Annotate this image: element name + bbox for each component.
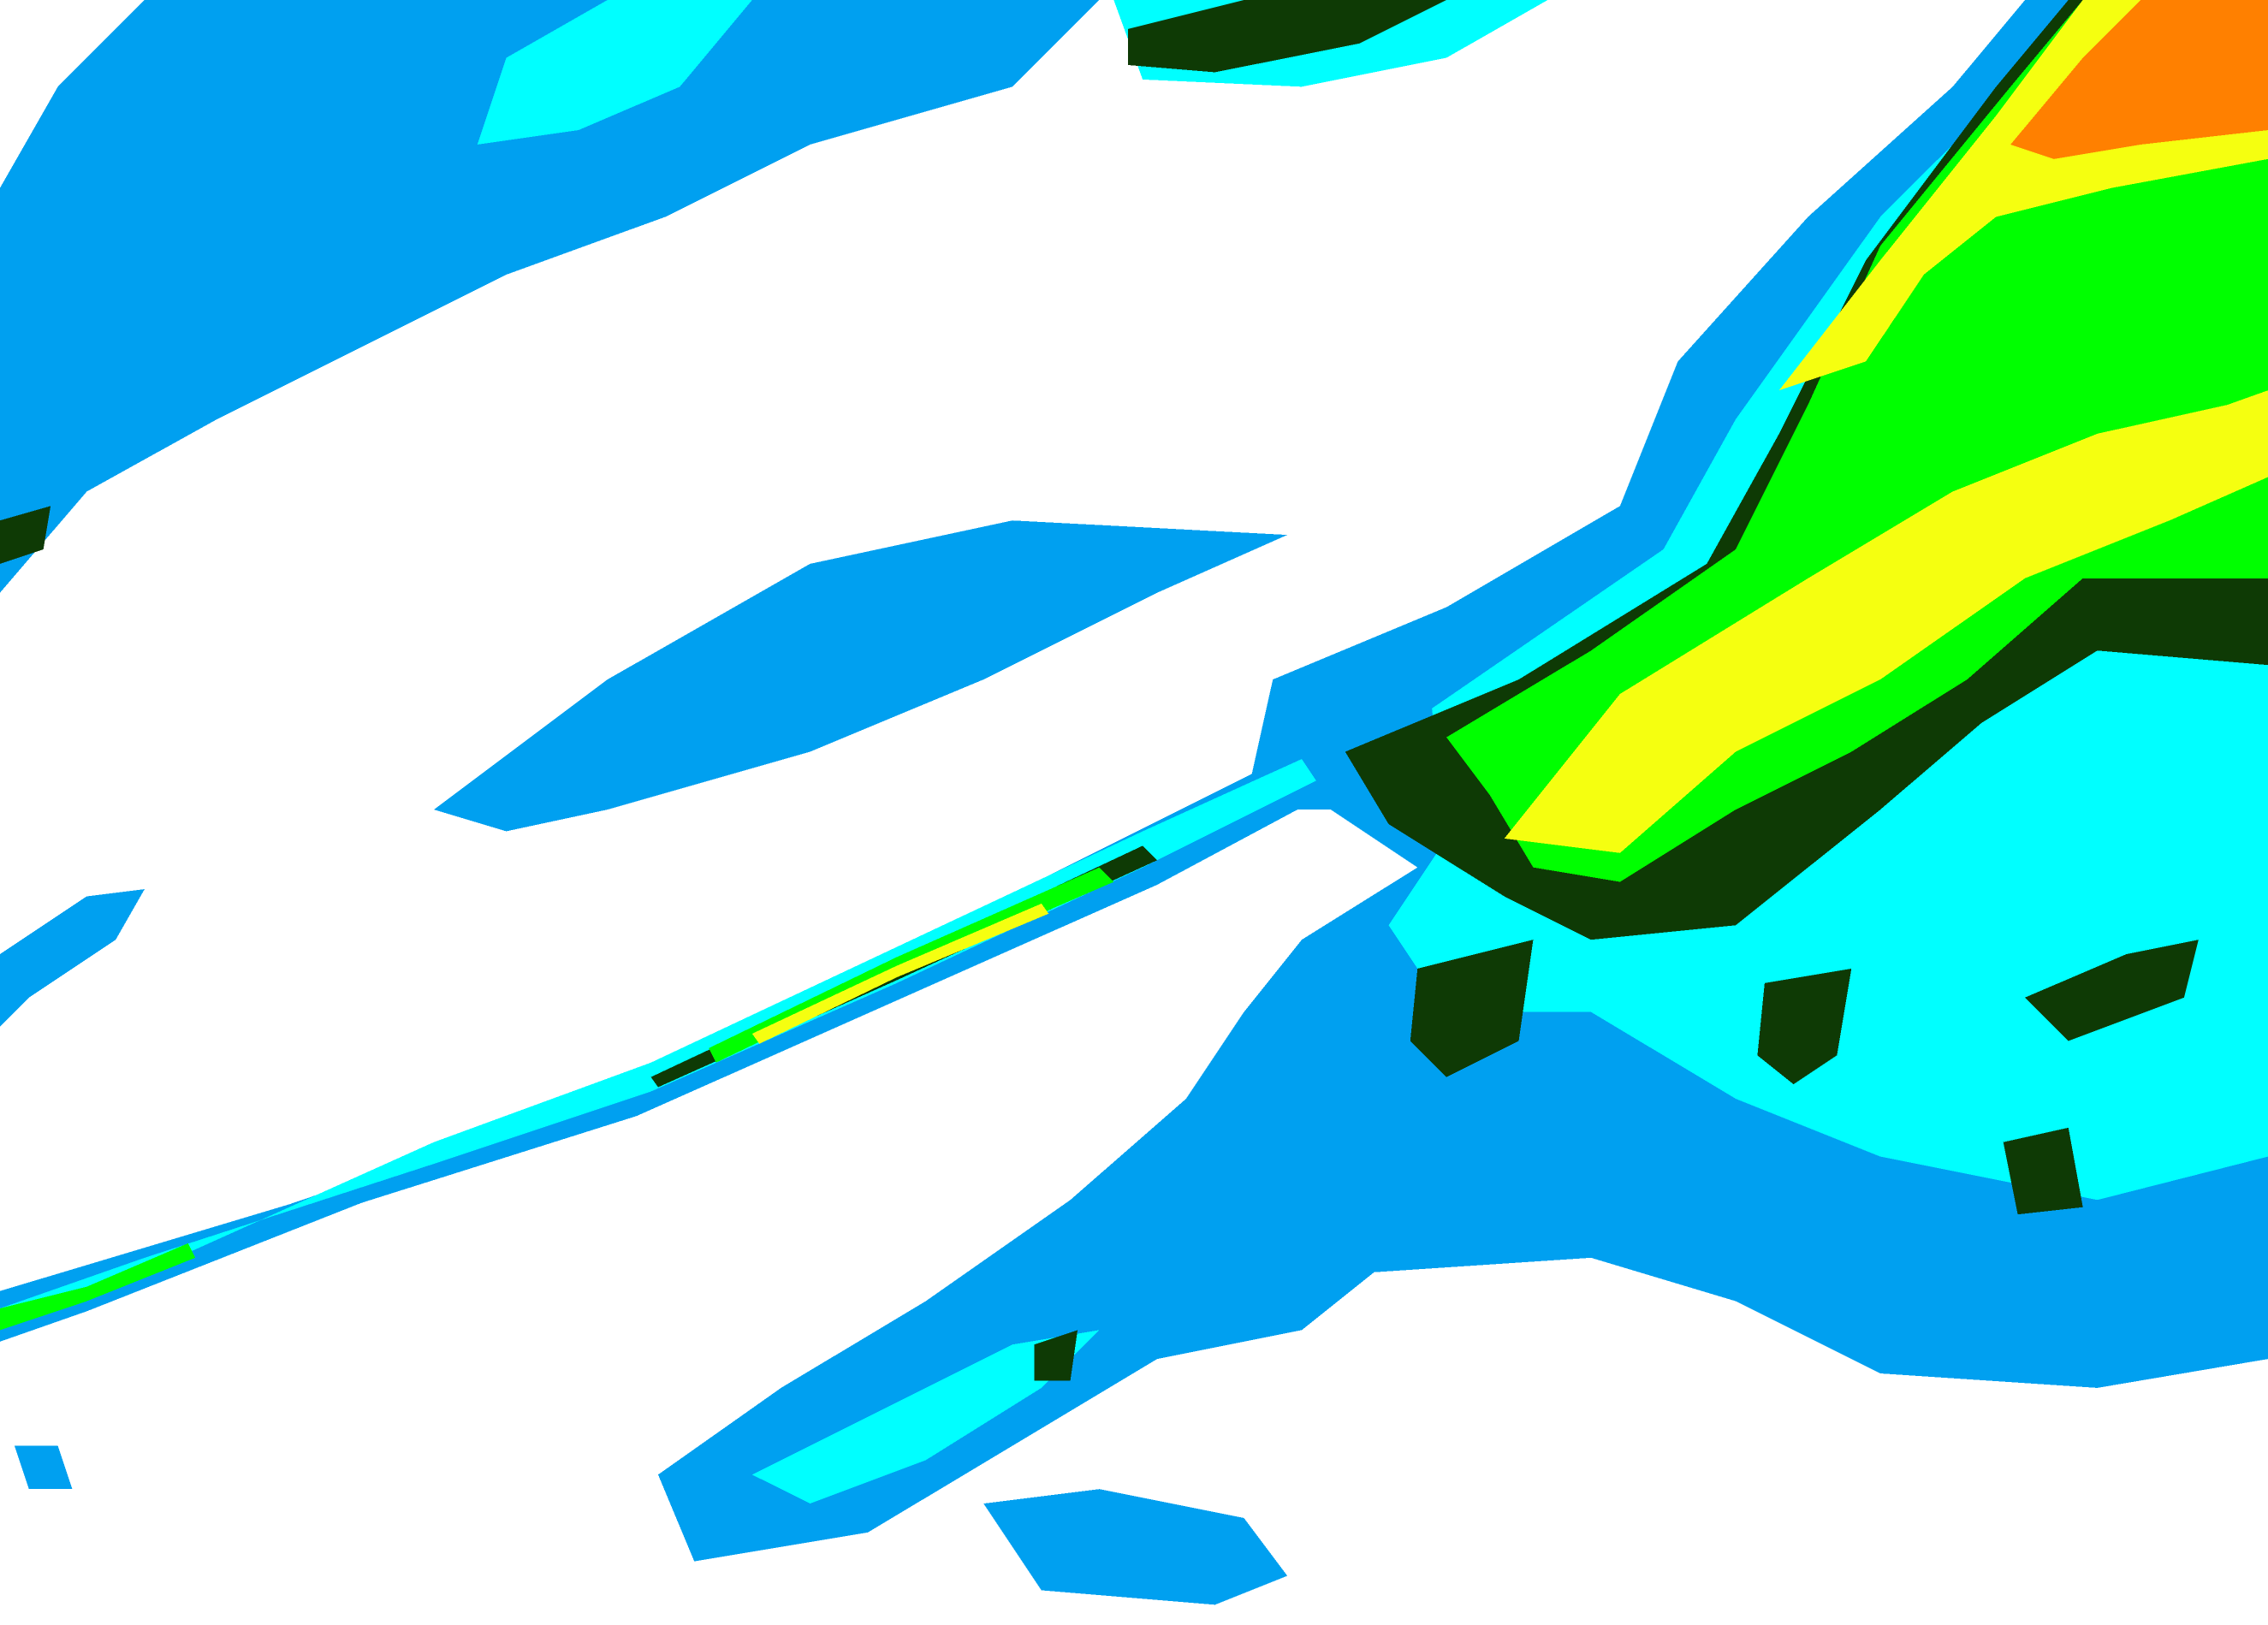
echo-north-cyan: [477, 0, 752, 145]
echo-south-cyan: [751, 1330, 1100, 1504]
echo-south-darkgreen: [1034, 1330, 1078, 1381]
echo-central-band: [434, 520, 1288, 832]
echo-top-darkgreen: [1128, 0, 1447, 73]
echo-cell-darkgreen: [2003, 1127, 2083, 1215]
echo-west-fragment: [0, 889, 145, 1027]
echo-west-darkgreen: [0, 506, 51, 564]
echo-south-fragment: [983, 1489, 1288, 1605]
echo-southwest-fragment: [14, 1445, 73, 1490]
echo-streak-west-green: [0, 1242, 196, 1331]
echo-lower-yellow-band: [1504, 390, 2268, 853]
echo-streak-cyan: [0, 758, 1316, 1323]
precip-level-6: [2010, 0, 2268, 159]
echo-cell-darkgreen: [2025, 940, 2199, 1041]
echo-cell-darkgreen: [1410, 940, 1534, 1077]
echo-streak-yellow: [751, 903, 1049, 1044]
echo-band-green: [1446, 0, 2268, 882]
echo-cell-darkgreen: [1757, 968, 1852, 1085]
echo-northwest-band: [0, 0, 1100, 593]
echo-core-orange: [2010, 0, 2268, 159]
